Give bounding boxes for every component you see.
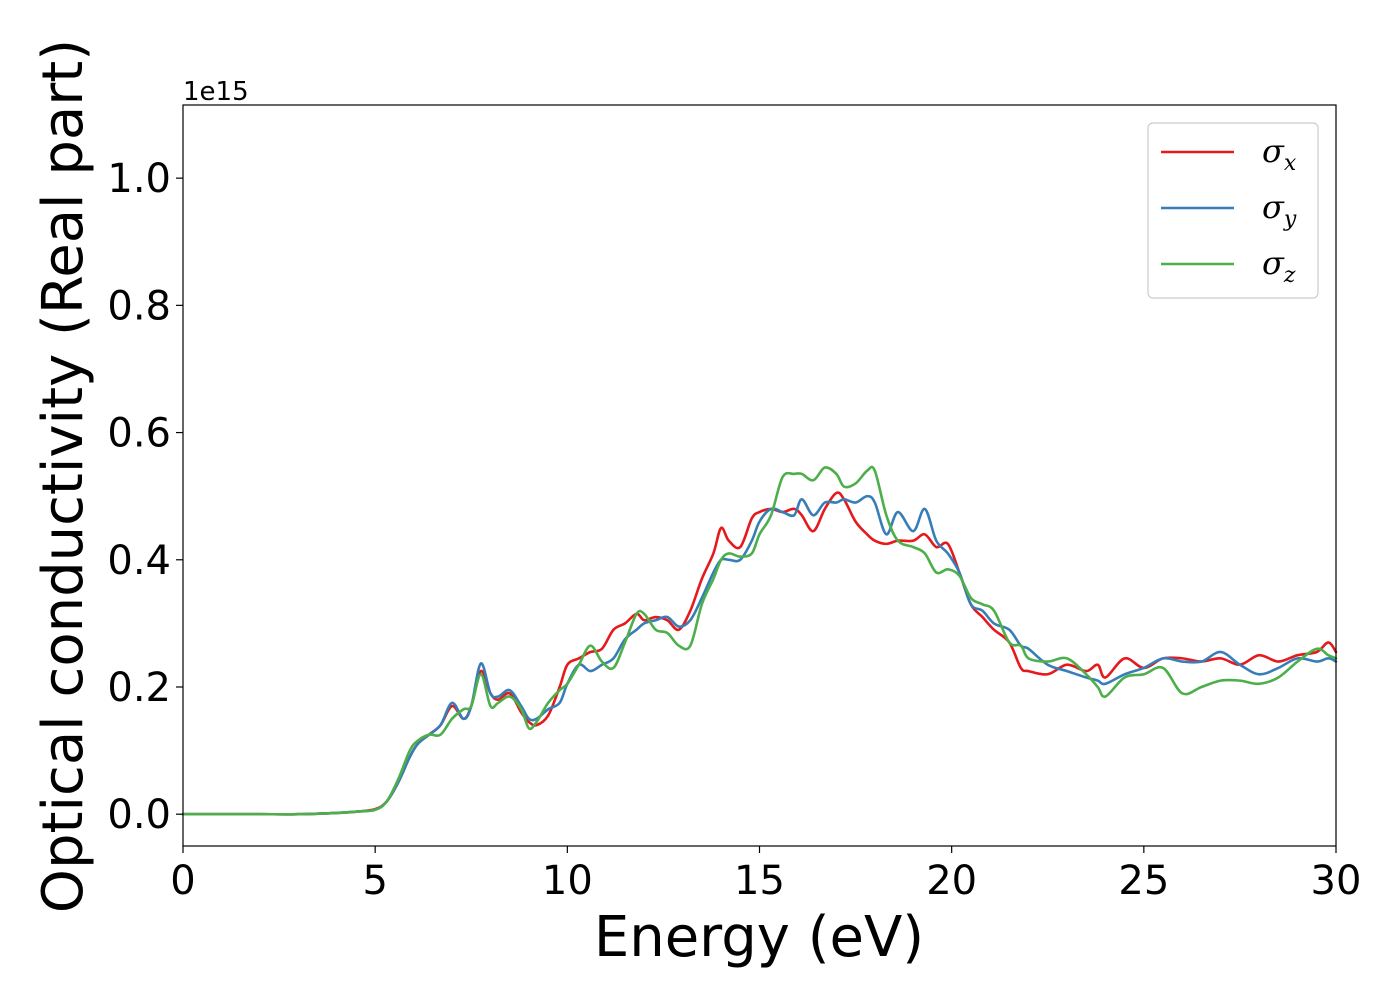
- x-tick-label: 0: [170, 858, 195, 904]
- series-line-y: [181, 494, 1338, 816]
- legend-label: σz: [1262, 244, 1296, 288]
- legend-label: σy: [1262, 188, 1297, 232]
- x-tick-label: 5: [362, 858, 387, 904]
- x-tick-label: 30: [1311, 858, 1362, 904]
- legend-box: [1147, 122, 1319, 299]
- y-axis-ticks: 0.0 0.2 0.4 0.6 0.8 1.0: [107, 156, 183, 838]
- x-tick-label: 25: [1118, 858, 1169, 904]
- x-tick-label: 15: [734, 858, 785, 904]
- legend-label: σx: [1262, 132, 1297, 176]
- y-tick-label: 0.6: [107, 411, 171, 457]
- x-tick-label: 10: [542, 858, 593, 904]
- y-tick-label: 0.8: [107, 283, 171, 329]
- x-tick-label: 20: [926, 858, 977, 904]
- y-tick-label: 0.0: [107, 792, 171, 838]
- legend: σx σy σz: [1147, 122, 1319, 299]
- x-axis-title: Energy (eV): [594, 905, 924, 970]
- y-tick-label: 0.2: [107, 665, 171, 711]
- series-line-z: [181, 465, 1338, 816]
- y-tick-label: 0.4: [107, 538, 171, 584]
- series-layer: [181, 465, 1338, 816]
- x-axis-ticks: 0 5 10 15 20 25 30: [170, 846, 1361, 904]
- y-axis-offset-label: 1e15: [183, 77, 249, 107]
- y-axis-title: Optical conductivity (Real part): [31, 39, 96, 913]
- y-tick-label: 1.0: [107, 156, 171, 202]
